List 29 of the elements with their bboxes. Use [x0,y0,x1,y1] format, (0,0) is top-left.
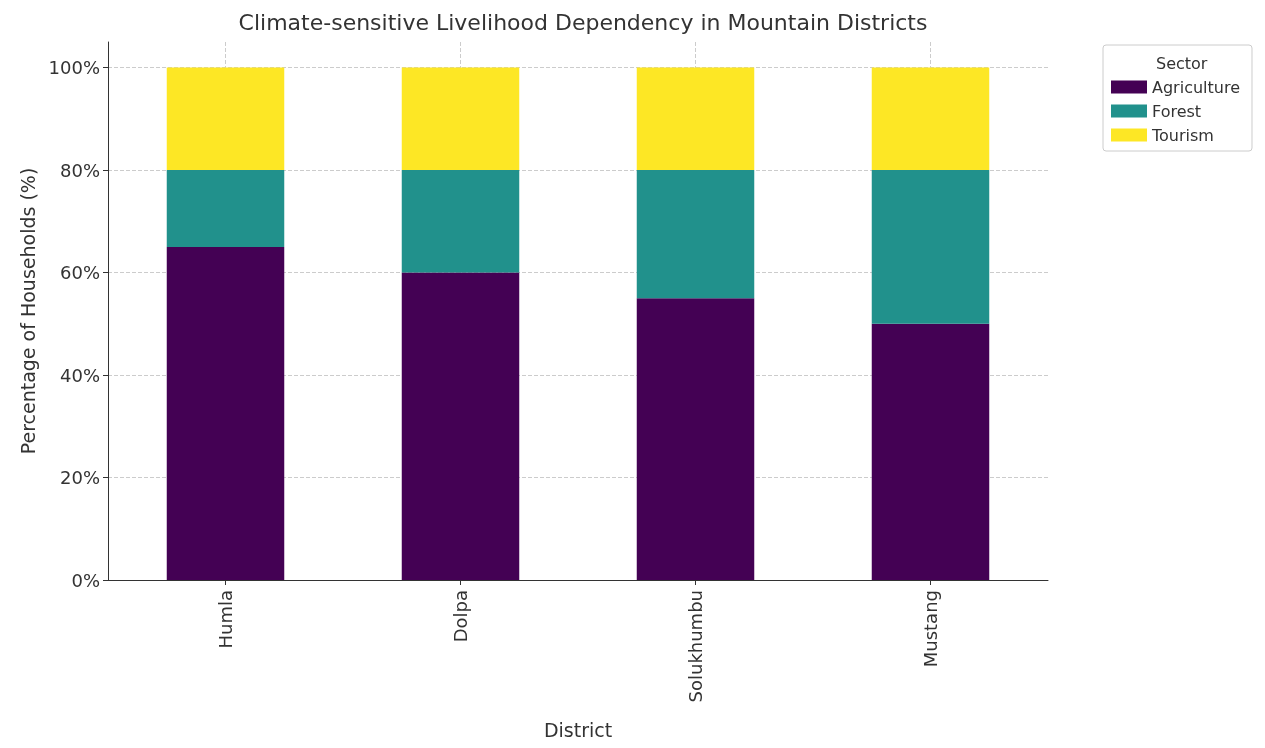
bar [871,67,990,171]
y-tick-label: 40% [59,364,100,386]
y-tick-label: 80% [59,159,100,181]
bar [636,170,755,299]
bar [871,170,990,324]
x-tick-label: Humla [215,590,236,649]
legend-label: Agriculture [1152,77,1240,97]
legend-label: Tourism [1151,125,1214,145]
bar [871,323,990,580]
y-axis-title: Percentage of Households (%) [17,167,40,455]
bar [401,272,520,580]
x-tick-label: Mustang [920,590,941,668]
y-tick-label: 60% [59,262,100,284]
y-tick-label: 100% [48,57,100,79]
legend-label: Forest [1152,101,1202,121]
bar [401,170,520,273]
x-axis-title: District [543,718,613,741]
bar [636,298,755,580]
y-tick-label: 20% [59,467,100,489]
bar [401,67,520,171]
bar [166,170,285,247]
legend-title: Sector [1156,53,1208,73]
y-tick-label: 0% [71,569,100,591]
x-tick-label: Solukhumbu [685,590,706,703]
bar [166,67,285,171]
chart-title: Climate-sensitive Livelihood Dependency in Mountain Districts [238,9,928,35]
bar [166,246,285,580]
x-tick-label: Dolpa [450,590,471,643]
bar [636,67,755,171]
